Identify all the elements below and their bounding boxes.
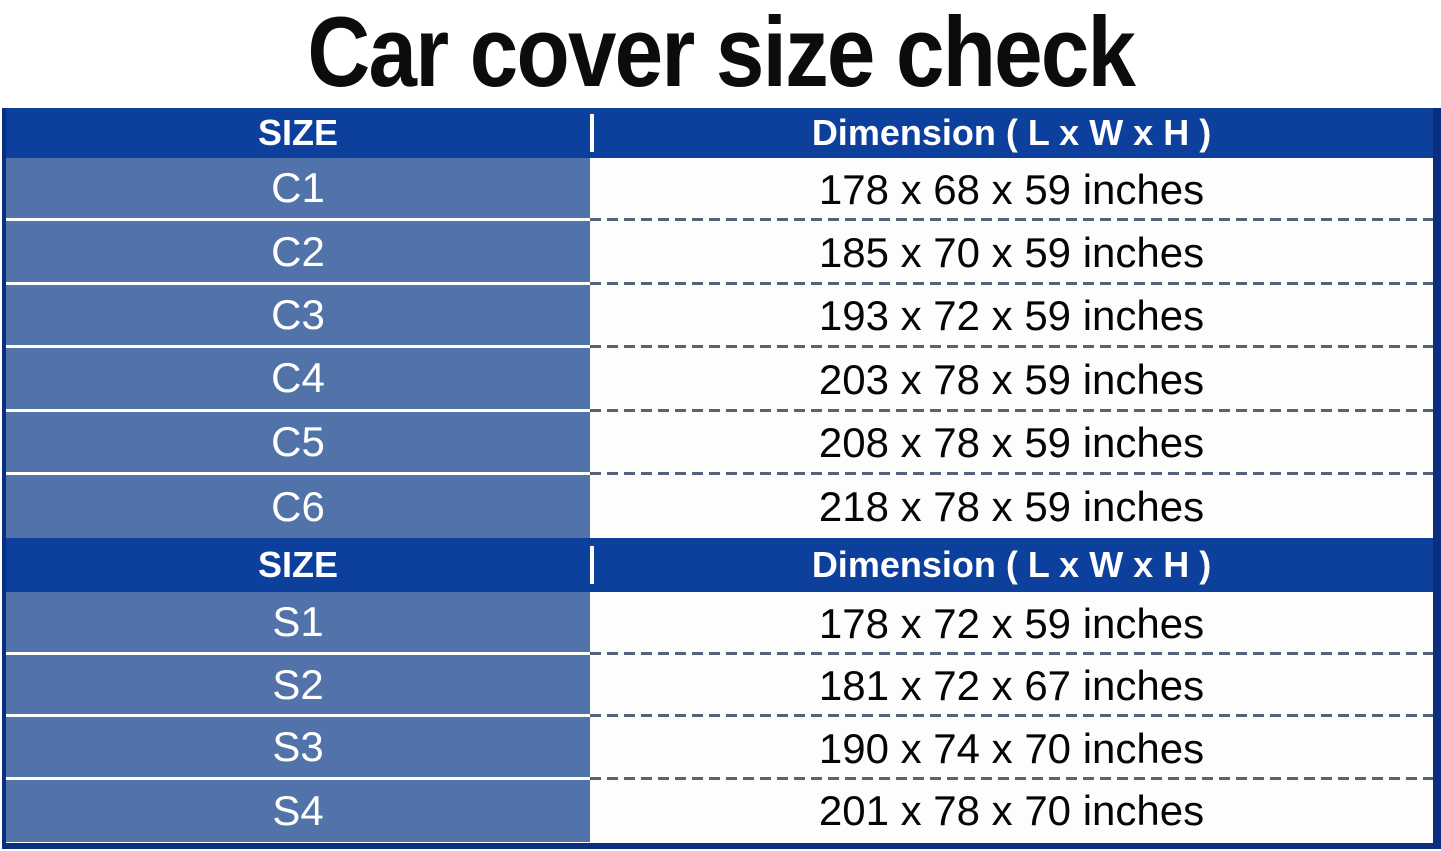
table-header-row: SIZE Dimension ( L x W x H ) <box>6 538 1433 593</box>
dimension-cell: 178 x 72 x 59 inches <box>590 592 1433 655</box>
dimension-cell: 203 x 78 x 59 inches <box>590 348 1433 412</box>
size-column-header: SIZE <box>257 544 338 586</box>
dimension-cell: 181 x 72 x 67 inches <box>590 654 1433 718</box>
table-row: S1 178 x 72 x 59 inches <box>6 592 1433 655</box>
dimension-cell: 190 x 74 x 70 inches <box>590 717 1433 780</box>
c-size-table: SIZE Dimension ( L x W x H ) C1 178 x 68… <box>6 108 1433 539</box>
table-row: S2 181 x 72 x 67 inches <box>6 654 1433 718</box>
table-header-row: SIZE Dimension ( L x W x H ) <box>6 108 1433 158</box>
header-column-divider <box>590 546 594 585</box>
table-row: C5 208 x 78 x 59 inches <box>6 411 1433 476</box>
size-cell: S4 <box>6 779 590 843</box>
table-row: S3 190 x 74 x 70 inches <box>6 717 1433 780</box>
table-row: C4 203 x 78 x 59 inches <box>6 348 1433 412</box>
dimension-cell: 201 x 78 x 70 inches <box>590 779 1433 843</box>
dimension-cell: 178 x 68 x 59 inches <box>590 158 1433 222</box>
size-cell: S1 <box>6 592 590 655</box>
table-row: C3 193 x 72 x 59 inches <box>6 284 1433 349</box>
size-cell: C4 <box>6 348 590 412</box>
dimension-cell: 218 x 78 x 59 inches <box>590 474 1433 539</box>
header-column-divider <box>590 114 594 152</box>
dimension-column-header: Dimension ( L x W x H ) <box>811 544 1212 586</box>
table-row: S4 201 x 78 x 70 inches <box>6 779 1433 843</box>
size-cell: S3 <box>6 717 590 780</box>
size-cell: C3 <box>6 284 590 349</box>
size-cell: C5 <box>6 411 590 475</box>
title-bar: Car cover size check <box>0 0 1441 107</box>
dimension-cell: 185 x 70 x 59 inches <box>590 221 1433 286</box>
size-column-header: SIZE <box>257 112 338 153</box>
size-cell: C2 <box>6 221 590 285</box>
s-size-table: SIZE Dimension ( L x W x H ) S1 178 x 72… <box>6 538 1433 843</box>
size-chart-table: SIZE Dimension ( L x W x H ) C1 178 x 68… <box>2 108 1441 849</box>
page-title: Car cover size check <box>307 0 1136 107</box>
dimension-column-header: Dimension ( L x W x H ) <box>811 112 1212 153</box>
table-row: C2 185 x 70 x 59 inches <box>6 221 1433 286</box>
size-cell: C6 <box>6 474 590 539</box>
table-row: C1 178 x 68 x 59 inches <box>6 158 1433 222</box>
dimension-cell: 193 x 72 x 59 inches <box>590 284 1433 349</box>
size-cell: S2 <box>6 654 590 718</box>
table-row: C6 218 x 78 x 59 inches <box>6 474 1433 539</box>
dimension-cell: 208 x 78 x 59 inches <box>590 411 1433 476</box>
size-cell: C1 <box>6 158 590 222</box>
